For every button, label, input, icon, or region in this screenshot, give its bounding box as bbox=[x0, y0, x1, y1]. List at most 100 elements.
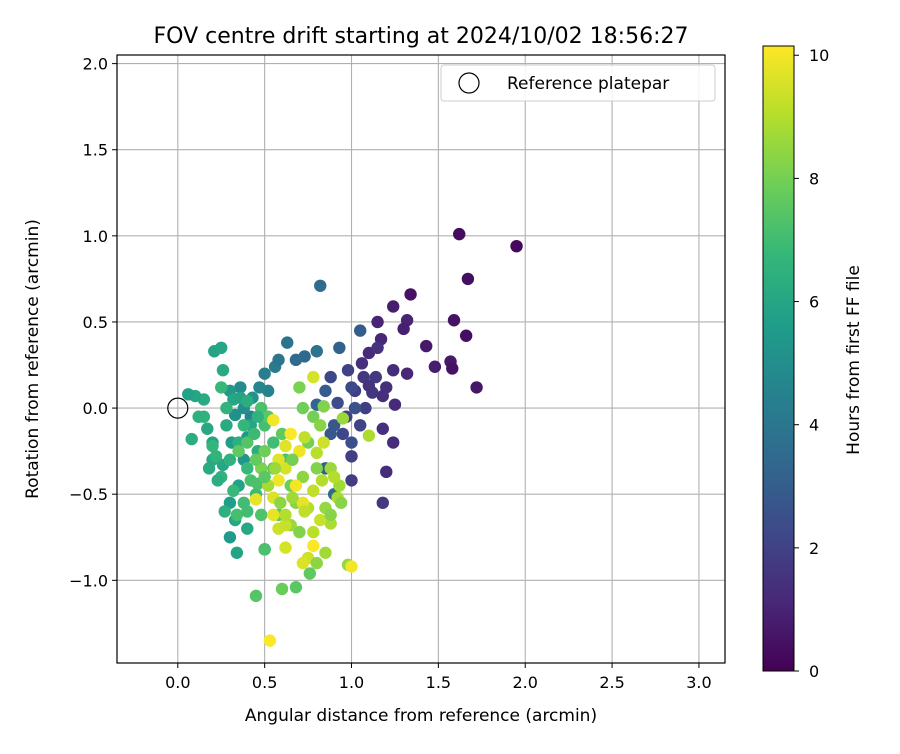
data-point bbox=[470, 381, 482, 393]
data-point bbox=[182, 388, 194, 400]
data-point bbox=[314, 419, 326, 431]
data-point bbox=[342, 364, 354, 376]
data-point bbox=[420, 340, 432, 352]
data-point bbox=[324, 509, 336, 521]
legend-entry-label: Reference platepar bbox=[507, 74, 669, 94]
data-point bbox=[319, 385, 331, 397]
data-point bbox=[210, 450, 222, 462]
data-point bbox=[387, 300, 399, 312]
data-point bbox=[224, 531, 236, 543]
data-point bbox=[298, 431, 310, 443]
scatter-chart: FOV centre drift starting at 2024/10/02 … bbox=[0, 0, 900, 750]
data-point bbox=[345, 436, 357, 448]
data-point bbox=[333, 342, 345, 354]
x-tick-label: 2.5 bbox=[599, 673, 624, 692]
data-point bbox=[258, 471, 270, 483]
colorbar: 0246810 Hours from first FF file bbox=[763, 46, 864, 681]
data-point bbox=[377, 423, 389, 435]
data-point bbox=[219, 505, 231, 517]
data-point bbox=[345, 560, 357, 572]
colorbar-tick-label: 10 bbox=[809, 46, 829, 65]
data-point bbox=[293, 526, 305, 538]
data-point bbox=[217, 364, 229, 376]
data-point bbox=[220, 402, 232, 414]
data-point bbox=[304, 567, 316, 579]
x-tick-label: 0.0 bbox=[165, 673, 190, 692]
data-point bbox=[279, 509, 291, 521]
data-point bbox=[387, 436, 399, 448]
data-point bbox=[220, 419, 232, 431]
data-point bbox=[401, 367, 413, 379]
data-point bbox=[354, 324, 366, 336]
data-point bbox=[510, 240, 522, 252]
x-tick-label: 0.5 bbox=[252, 673, 277, 692]
colorbar-ticks: 0 2 4 6 8 10 bbox=[794, 46, 829, 681]
data-point bbox=[453, 228, 465, 240]
data-point bbox=[404, 288, 416, 300]
data-point bbox=[290, 479, 302, 491]
data-point bbox=[248, 428, 260, 440]
data-point bbox=[337, 412, 349, 424]
y-tick-label: 1.0 bbox=[83, 227, 108, 246]
data-point bbox=[185, 433, 197, 445]
data-point bbox=[345, 450, 357, 462]
data-point bbox=[241, 522, 253, 534]
data-point bbox=[238, 419, 250, 431]
data-point bbox=[307, 485, 319, 497]
data-point bbox=[279, 440, 291, 452]
data-point bbox=[279, 541, 291, 553]
data-point bbox=[258, 543, 270, 555]
data-point bbox=[318, 436, 330, 448]
data-point bbox=[324, 371, 336, 383]
data-point bbox=[311, 462, 323, 474]
data-point bbox=[446, 362, 458, 374]
data-point bbox=[363, 379, 375, 391]
plot-area-frame bbox=[117, 55, 725, 663]
data-point bbox=[307, 371, 319, 383]
data-point bbox=[215, 342, 227, 354]
data-point bbox=[286, 491, 298, 503]
data-point bbox=[389, 398, 401, 410]
y-tick-label: 2.0 bbox=[83, 55, 108, 74]
data-point bbox=[203, 462, 215, 474]
data-point bbox=[253, 381, 265, 393]
data-point bbox=[328, 471, 340, 483]
data-point bbox=[371, 342, 383, 354]
data-point bbox=[387, 364, 399, 376]
colorbar-tick-label: 8 bbox=[809, 169, 819, 188]
colorbar-tick-label: 4 bbox=[809, 416, 819, 435]
data-point bbox=[255, 509, 267, 521]
data-point bbox=[290, 581, 302, 593]
x-axis-ticks: 0.0 0.5 1.0 1.5 2.0 2.5 3.0 bbox=[165, 663, 712, 692]
data-point bbox=[349, 402, 361, 414]
data-point bbox=[319, 547, 331, 559]
y-tick-label: 0.5 bbox=[83, 313, 108, 332]
data-point bbox=[250, 493, 262, 505]
data-point bbox=[354, 419, 366, 431]
data-point bbox=[460, 330, 472, 342]
data-point bbox=[198, 410, 210, 422]
data-point bbox=[245, 474, 257, 486]
data-point bbox=[311, 447, 323, 459]
data-point bbox=[267, 414, 279, 426]
data-point bbox=[316, 474, 328, 486]
colorbar-label: Hours from first FF file bbox=[844, 265, 864, 455]
legend: Reference platepar bbox=[441, 65, 715, 101]
x-tick-label: 1.5 bbox=[426, 673, 451, 692]
data-point bbox=[356, 357, 368, 369]
data-point bbox=[311, 345, 323, 357]
chart-title: FOV centre drift starting at 2024/10/02 … bbox=[154, 24, 689, 49]
y-tick-label: −1.0 bbox=[69, 571, 108, 590]
data-point bbox=[276, 583, 288, 595]
data-point bbox=[227, 485, 239, 497]
data-point bbox=[201, 423, 213, 435]
colorbar-tick-label: 0 bbox=[809, 662, 819, 681]
data-point bbox=[297, 557, 309, 569]
y-tick-label: −0.5 bbox=[69, 485, 108, 504]
y-axis-ticks: −1.0 −0.5 0.0 0.5 1.0 1.5 2.0 bbox=[69, 55, 117, 591]
data-point bbox=[293, 381, 305, 393]
data-point bbox=[377, 497, 389, 509]
data-point bbox=[286, 454, 298, 466]
data-point bbox=[281, 336, 293, 348]
data-point bbox=[311, 557, 323, 569]
